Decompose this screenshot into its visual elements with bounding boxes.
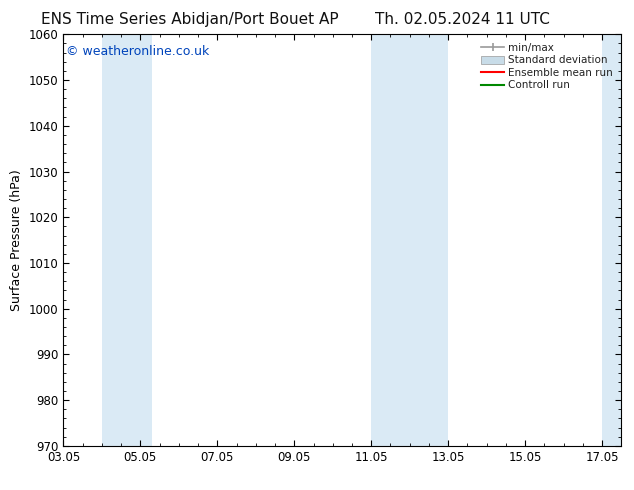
Y-axis label: Surface Pressure (hPa): Surface Pressure (hPa) — [10, 169, 23, 311]
Bar — [372, 34, 448, 446]
Legend: min/max, Standard deviation, Ensemble mean run, Controll run: min/max, Standard deviation, Ensemble me… — [478, 40, 616, 94]
Text: ENS Time Series Abidjan/Port Bouet AP: ENS Time Series Abidjan/Port Bouet AP — [41, 12, 339, 27]
Text: Th. 02.05.2024 11 UTC: Th. 02.05.2024 11 UTC — [375, 12, 550, 27]
Text: © weatheronline.co.uk: © weatheronline.co.uk — [66, 45, 209, 58]
Bar — [102, 34, 152, 446]
Bar — [602, 34, 621, 446]
